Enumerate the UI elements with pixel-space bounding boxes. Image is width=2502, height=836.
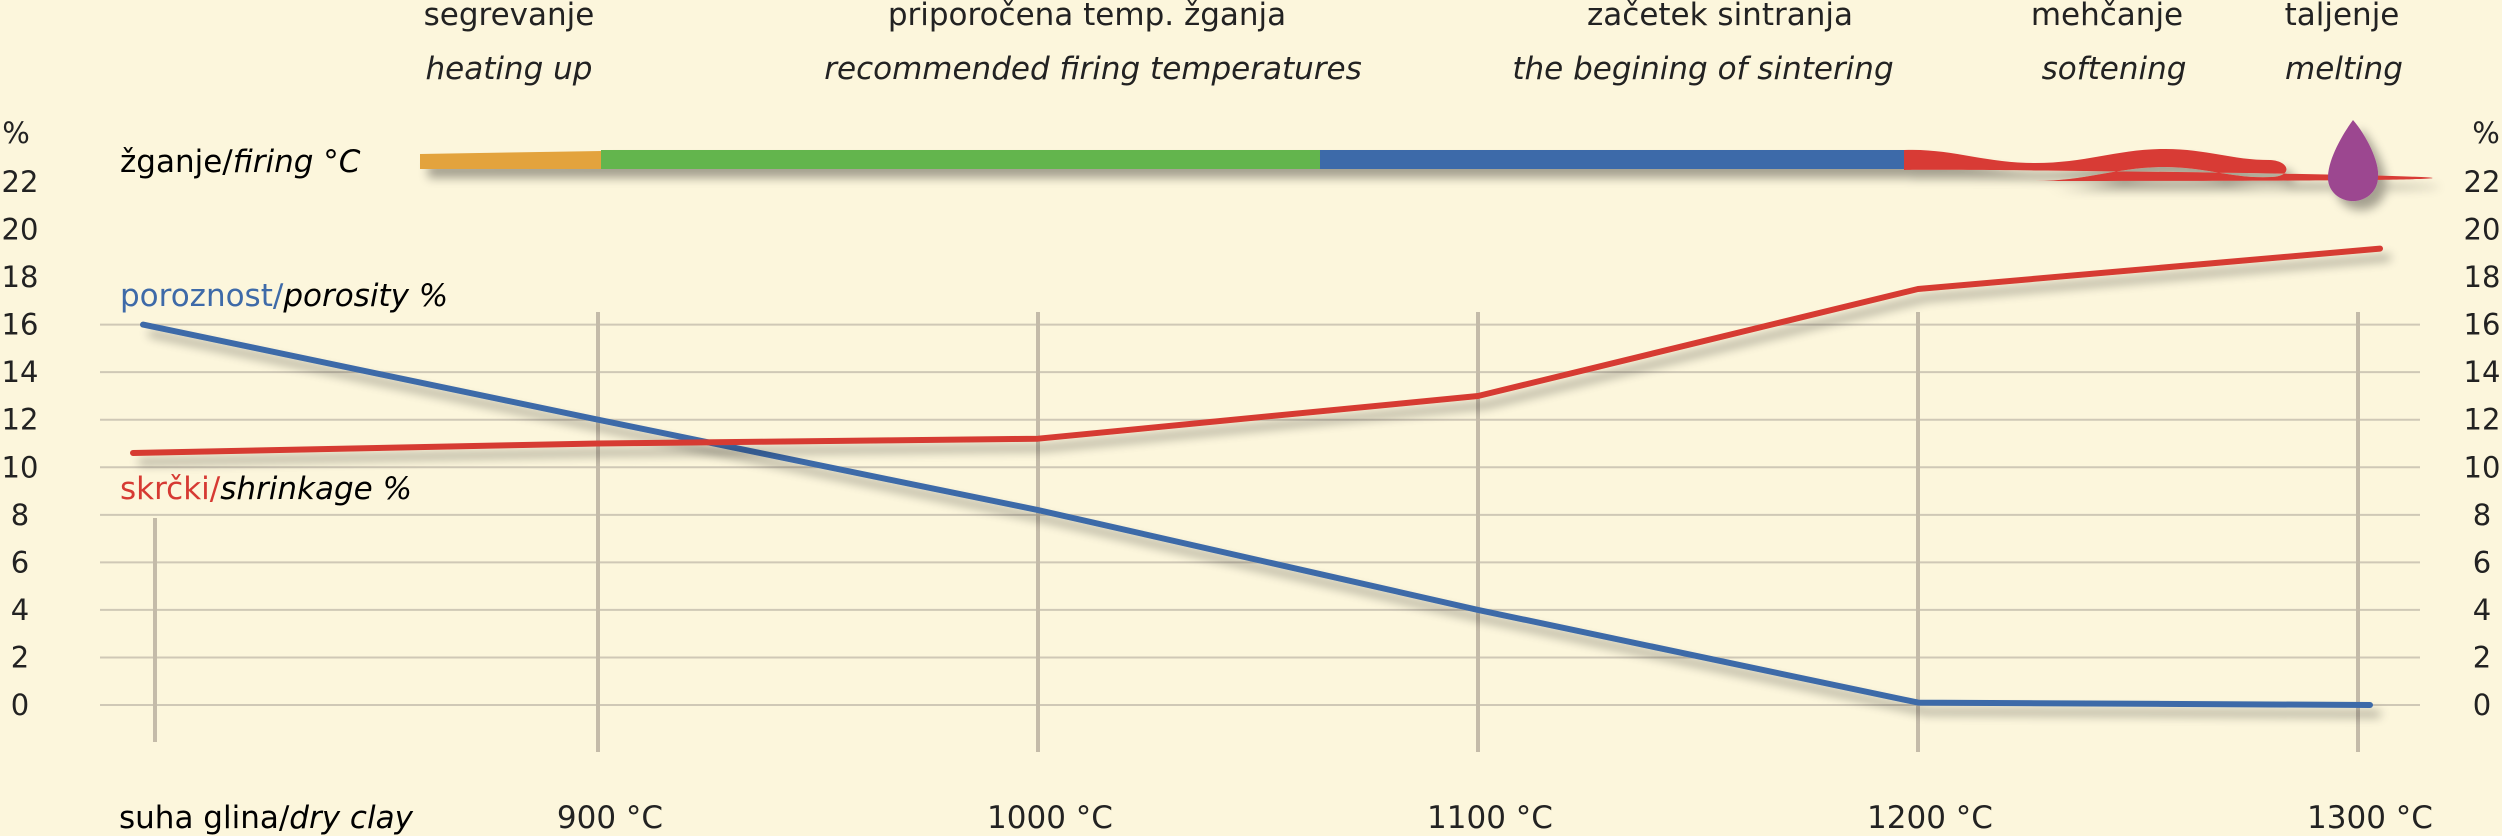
left-y-tick: 16 [2,308,39,342]
left-y-tick: 10 [2,450,39,484]
firing-label-si: žganje/ [120,144,233,180]
left-y-axis: % 0 2 4 6 8 10 12 14 16 18 20 22 [2,116,39,722]
temperature-lines [153,312,2360,752]
right-y-tick: 20 [2464,213,2501,247]
left-y-tick: 6 [11,545,29,579]
shrinkage-line [130,245,2383,456]
stage-recommended-name: priporočena temp. žganja [888,0,1286,33]
left-y-tick: 8 [11,498,29,532]
stage-melting-en: melting [2285,51,2403,87]
firing-segment-sintering [1320,150,1906,169]
right-y-unit: % [2472,116,2500,150]
firing-label: žganje/firing °C [120,144,361,180]
shrinkage-label: skrčki/shrinkage % [120,471,412,507]
dry-clay-label-en: dry clay [289,800,413,836]
x-tick-label: 1100 °C [1427,800,1553,836]
right-y-tick: 8 [2473,498,2491,532]
x-tick-label: 900 °C [557,800,663,836]
firing-label-en: firing °C [233,144,361,180]
right-y-tick: 2 [2473,640,2491,674]
firing-segment-recommended [601,150,1321,169]
firing-segment-softening [1904,148,2433,181]
stage-recommended-en: recommended firing temperatures [824,51,1361,87]
right-y-tick: 10 [2464,450,2501,484]
left-y-tick: 18 [2,260,39,294]
left-y-unit: % [2,116,30,150]
porosity-label: poroznost/porosity % [120,278,448,314]
right-y-tick: 6 [2473,545,2491,579]
left-y-tick: 22 [2,165,39,199]
right-y-tick: 0 [2473,688,2491,722]
melting-drop-icon [2327,120,2379,202]
x-tick-label: 1200 °C [1867,800,1993,836]
grid [100,323,2420,706]
right-y-tick: 18 [2464,260,2501,294]
right-y-tick: 4 [2473,593,2491,627]
x-tick-label: 1000 °C [987,800,1113,836]
right-y-tick: 14 [2464,355,2501,389]
stage-heating-en: heating up [426,51,593,87]
x-tick-labels: 900 °C 1000 °C 1100 °C 1200 °C 1300 °C [557,800,2433,836]
shrinkage-label-si: skrčki/ [120,471,221,507]
firing-bar [420,120,2433,202]
left-y-tick: 14 [2,355,39,389]
right-y-axis: % 0 2 4 6 8 10 12 14 16 18 20 22 [2464,116,2501,722]
right-y-tick: 22 [2464,165,2501,199]
firing-segment-heating [420,151,602,169]
left-y-tick: 2 [11,640,29,674]
shrinkage-label-en: shrinkage % [220,471,412,507]
stage-sintering-en: the begining of sintering [1512,51,1893,87]
left-y-tick: 0 [11,688,29,722]
left-y-tick: 4 [11,593,29,627]
porosity-label-si: poroznost/ [120,278,284,314]
right-y-tick: 12 [2464,403,2501,437]
stage-softening-en: softening [2042,51,2187,87]
stage-softening-name: mehčanje [2031,0,2183,33]
left-y-tick: 12 [2,403,39,437]
porosity-line [140,321,2373,708]
x-tick-label: 1300 °C [2307,800,2433,836]
porosity-label-en: porosity % [282,278,448,314]
stage-headers: segrevanje heating up priporočena temp. … [424,0,2403,87]
dry-clay-label: suha glina/dry clay [119,800,414,836]
series [130,245,2383,708]
dry-clay-label-si: suha glina/ [119,800,290,836]
left-y-tick: 20 [2,213,39,247]
stage-melting-name: taljenje [2285,0,2400,33]
stage-sintering-name: začetek sintranja [1587,0,1853,33]
right-y-tick: 16 [2464,308,2501,342]
stage-heating-name: segrevanje [424,0,595,33]
